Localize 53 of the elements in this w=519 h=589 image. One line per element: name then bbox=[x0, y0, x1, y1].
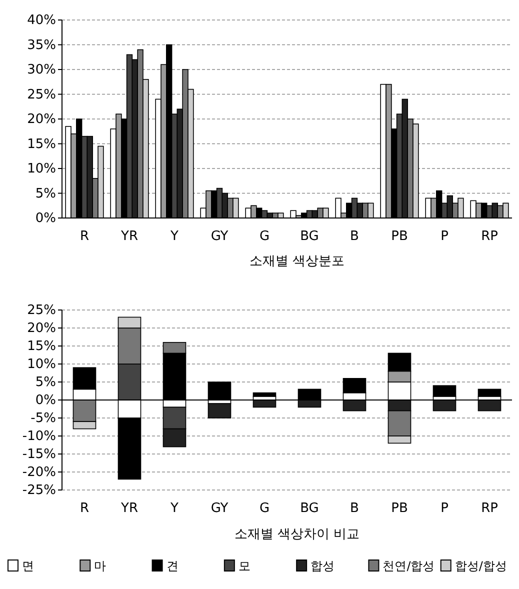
x-tick-label: P bbox=[440, 229, 449, 244]
x-tick-label: G bbox=[259, 501, 270, 516]
x-tick-label: RP bbox=[481, 501, 498, 516]
x-tick-label: YR bbox=[120, 501, 138, 516]
x-tick-label: GY bbox=[210, 501, 228, 516]
y-tick-label: 0% bbox=[35, 393, 56, 408]
x-tick-label: R bbox=[80, 501, 90, 516]
x-tick-label: G bbox=[259, 229, 270, 244]
x-axis-title: 소재별 색상분포 bbox=[249, 254, 345, 269]
x-tick-label: B bbox=[350, 501, 359, 516]
y-tick-label: 35% bbox=[27, 38, 56, 53]
x-tick-label: Y bbox=[170, 229, 179, 244]
y-tick-label: 25% bbox=[27, 303, 56, 318]
x-tick-label: BG bbox=[300, 501, 319, 516]
legend-label: 합성 bbox=[310, 559, 335, 573]
x-tick-label: GY bbox=[210, 229, 228, 244]
y-tick-label: -10% bbox=[22, 429, 56, 444]
x-tick-label: PB bbox=[391, 229, 408, 244]
x-axis-title: 소재별 색상차이 비교 bbox=[234, 527, 360, 542]
y-tick-label: 25% bbox=[27, 87, 56, 102]
x-tick-label: PB bbox=[391, 501, 408, 516]
x-tick-label: RP bbox=[481, 229, 498, 244]
y-tick-label: 20% bbox=[27, 321, 56, 336]
legend-label: 견 bbox=[166, 559, 178, 573]
bar bbox=[432, 385, 456, 397]
bar bbox=[252, 392, 276, 397]
bar bbox=[208, 403, 232, 418]
x-tick-label: B bbox=[350, 229, 359, 244]
legend-label: 모 bbox=[238, 559, 250, 573]
y-tick-label: -5% bbox=[30, 411, 56, 426]
x-tick-label: P bbox=[440, 501, 449, 516]
x-tick-label: YR bbox=[120, 229, 138, 244]
y-tick-label: 0% bbox=[35, 211, 56, 226]
y-tick-label: 30% bbox=[27, 62, 56, 78]
y-tick-label: 15% bbox=[27, 339, 56, 354]
x-tick-label: R bbox=[80, 229, 90, 244]
y-tick-label: 10% bbox=[27, 357, 56, 372]
legend-label: 합성/합성 bbox=[454, 559, 507, 573]
x-tick-label: BG bbox=[300, 229, 319, 244]
y-tick-label: 10% bbox=[27, 162, 56, 176]
y-tick-label: 5% bbox=[35, 375, 56, 390]
legend-label: 천연/합성 bbox=[382, 559, 435, 573]
legend-label: 마 bbox=[94, 559, 106, 573]
bar bbox=[478, 388, 502, 397]
y-tick-label: -25% bbox=[22, 483, 56, 498]
legend-label: 면 bbox=[22, 559, 34, 573]
y-tick-label: -20% bbox=[22, 465, 56, 480]
y-tick-label: 40% bbox=[27, 13, 56, 28]
y-tick-label: -15% bbox=[22, 447, 56, 462]
x-tick-label: Y bbox=[170, 501, 179, 516]
y-tick-label: 5% bbox=[35, 186, 56, 202]
y-tick-label: 15% bbox=[27, 136, 56, 152]
y-tick-label: 20% bbox=[27, 112, 56, 127]
